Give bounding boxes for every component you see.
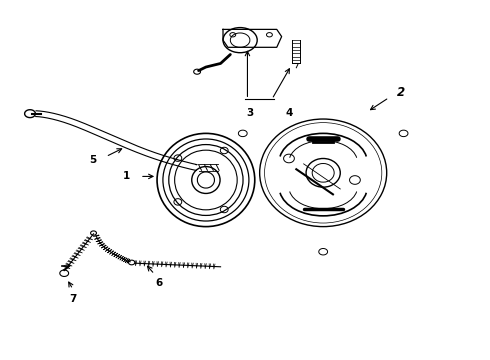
Text: 1: 1 <box>123 171 130 181</box>
Text: 6: 6 <box>156 278 163 288</box>
Text: 4: 4 <box>285 108 293 118</box>
Text: 7: 7 <box>69 294 77 304</box>
Text: 2: 2 <box>396 86 405 99</box>
Text: 3: 3 <box>246 108 253 118</box>
Polygon shape <box>223 30 282 47</box>
Text: 5: 5 <box>89 155 96 165</box>
